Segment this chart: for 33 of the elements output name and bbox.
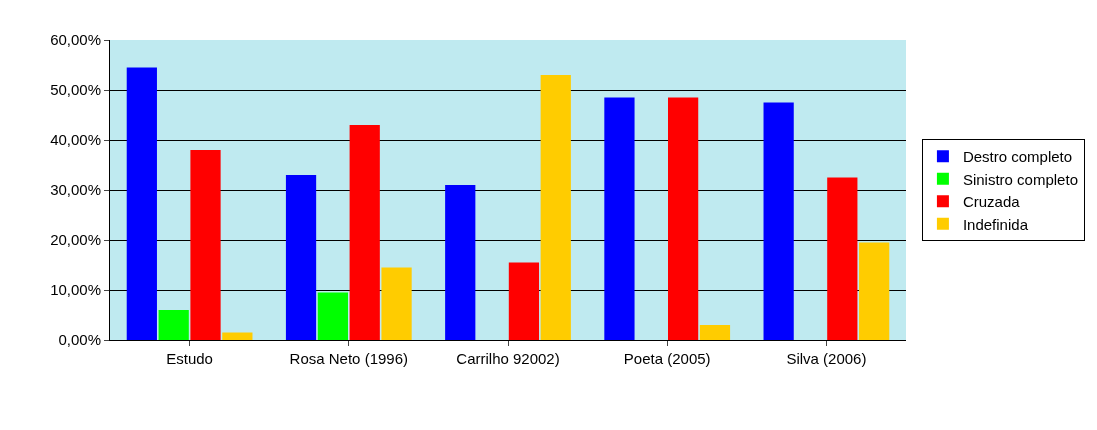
y-tick-label: 10,00% <box>50 281 101 299</box>
bar <box>381 267 412 340</box>
x-tick-label: Rosa Neto (1996) <box>289 350 408 367</box>
x-tick-label: Silva (2006) <box>786 350 867 367</box>
bar <box>699 325 731 340</box>
y-tick-label: 60,00% <box>50 31 101 49</box>
bar <box>190 150 221 340</box>
bar <box>604 97 635 340</box>
bar <box>859 242 890 340</box>
bar <box>285 175 317 340</box>
bar <box>349 125 380 340</box>
y-tick-label: 50,00% <box>50 81 101 99</box>
y-tick-label: 20,00% <box>50 231 101 249</box>
x-tick-label: Estudo <box>166 350 213 367</box>
bar <box>317 292 348 340</box>
y-tick-label: 40,00% <box>50 131 101 149</box>
x-tick-label: Poeta (2005) <box>623 350 711 367</box>
bar <box>540 75 571 340</box>
bar <box>763 102 794 340</box>
y-tick-label: 30,00% <box>50 181 101 199</box>
legend-label: Destro completo <box>962 148 1073 166</box>
bar <box>827 177 858 340</box>
bar <box>158 310 189 340</box>
bar <box>668 97 699 340</box>
bar <box>508 262 540 340</box>
legend-label: Indefinida <box>962 215 1029 233</box>
bar <box>126 67 157 340</box>
bar <box>222 332 253 340</box>
x-tick-label: Carrilho 92002) <box>456 350 560 367</box>
y-tick-label: 0,00% <box>58 331 101 349</box>
bar <box>445 185 476 340</box>
legend-label: Sinistro completo <box>962 170 1078 188</box>
legend-label: Cruzada <box>962 193 1021 211</box>
